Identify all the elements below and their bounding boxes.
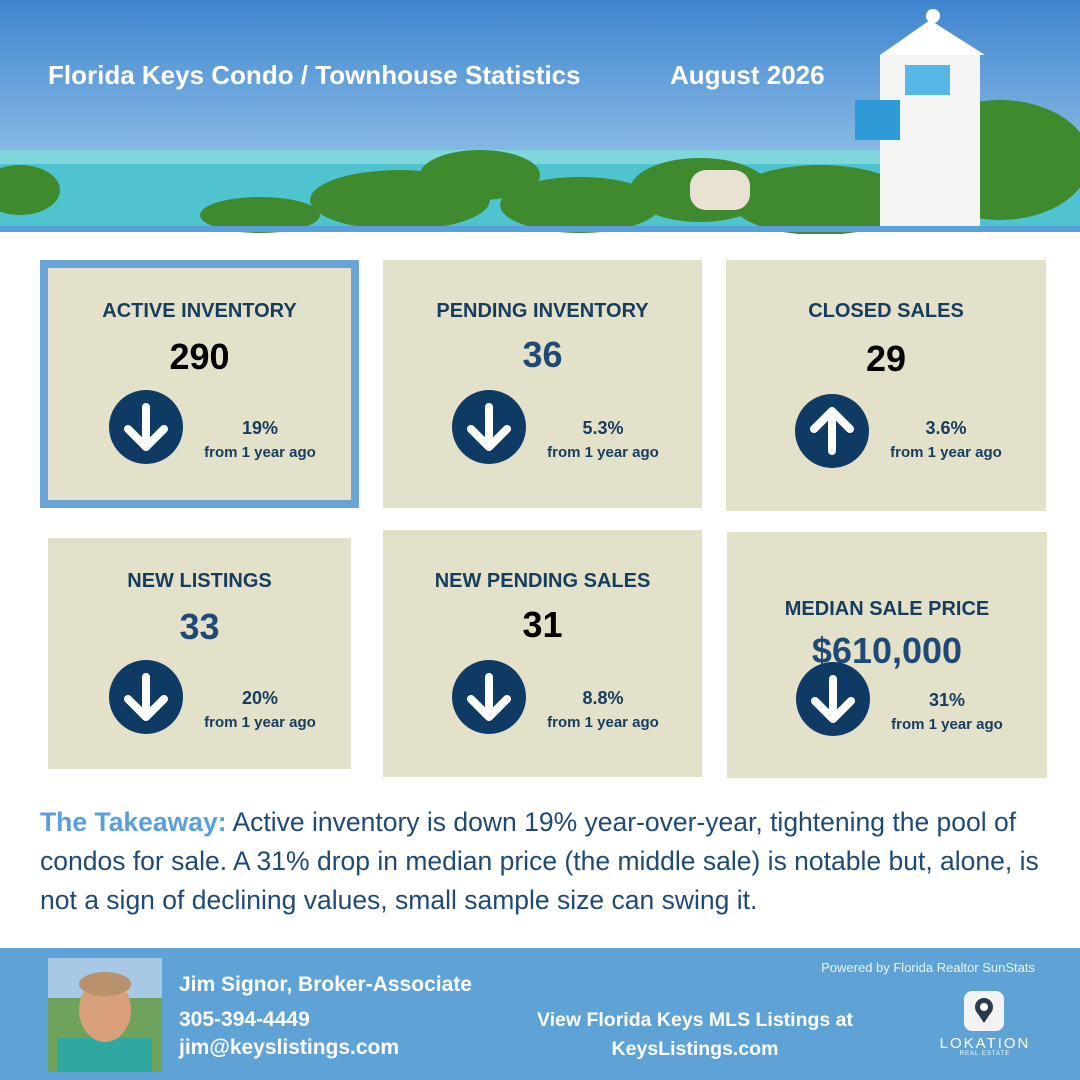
card-comparison: from 1 year ago — [547, 714, 659, 731]
takeaway: The Takeaway: Active inventory is down 1… — [40, 803, 1050, 920]
arrow-down-icon — [796, 662, 870, 736]
card-change: 20% — [241, 688, 279, 708]
card-value: 33 — [179, 606, 220, 647]
card-comparison: from 1 year ago — [547, 444, 659, 461]
arrow-down-icon — [452, 390, 526, 464]
arrow-up-icon — [795, 394, 869, 468]
arrow-down-icon — [109, 660, 183, 734]
stat-card: ACTIVE INVENTORY 290 19% from 1 year ago — [40, 260, 359, 508]
stat-card: CLOSED SALES 29 3.6% from 1 year ago — [726, 260, 1046, 511]
stat-card: PENDING INVENTORY 36 5.3% from 1 year ago — [383, 260, 702, 508]
stat-card: NEW PENDING SALES 31 8.8% from 1 year ago — [383, 530, 702, 777]
card-change: 31% — [928, 690, 966, 710]
website: KeysListings.com — [611, 1038, 779, 1060]
phone: 305-394-4449 — [179, 1008, 310, 1031]
date: August 2026 — [670, 60, 825, 90]
card-change: 8.8% — [582, 688, 624, 708]
card-change: 5.3% — [582, 418, 624, 438]
card-value: 31 — [522, 604, 563, 645]
card-comparison: from 1 year ago — [891, 716, 1003, 733]
agent-name: Jim Signor, Broker-Associate — [179, 973, 472, 996]
arrow-down-icon — [109, 390, 183, 464]
card-change: 19% — [241, 418, 279, 438]
footer — [0, 948, 1080, 1080]
logo-sub: REAL ESTATE — [959, 1051, 1011, 1057]
card-label: CLOSED SALES — [808, 300, 964, 322]
logo: LOKATION — [939, 1035, 1031, 1052]
arrow-down-icon — [452, 660, 526, 734]
card-comparison: from 1 year ago — [204, 714, 316, 731]
credit: Powered by Florida Realtor SunStats — [821, 960, 1035, 975]
cta: View Florida Keys MLS Listings at — [536, 1009, 854, 1031]
takeaway-label: The Takeaway: — [40, 807, 227, 837]
agent-photo — [48, 958, 162, 1072]
card-label: NEW PENDING SALES — [434, 570, 651, 592]
stat-card: MEDIAN SALE PRICE $610,000 31% from 1 year … — [727, 532, 1047, 778]
stat-card: NEW LISTINGS 33 20% from 1 year ago — [40, 530, 359, 777]
email: jim@keyslistings.com — [179, 1036, 400, 1059]
takeaway-text: Active inventory is down 19% year-over-y… — [40, 807, 1039, 915]
card-comparison: from 1 year ago — [890, 444, 1002, 461]
card-label: MEDIAN SALE PRICE — [784, 598, 990, 620]
card-comparison: from 1 year ago — [204, 444, 316, 461]
logo-icon — [964, 991, 1004, 1031]
header-image — [0, 0, 1080, 234]
card-value: $610,000 — [811, 630, 963, 671]
card-change: 3.6% — [925, 418, 967, 438]
card-label: ACTIVE INVENTORY — [102, 300, 297, 322]
card-label: PENDING INVENTORY — [436, 300, 649, 322]
title: Florida Keys Condo / Townhouse Statistic… — [48, 60, 581, 90]
card-value: 290 — [169, 336, 230, 377]
card-value: 29 — [865, 338, 907, 379]
card-label: NEW LISTINGS — [127, 570, 272, 592]
card-value: 36 — [522, 334, 563, 375]
